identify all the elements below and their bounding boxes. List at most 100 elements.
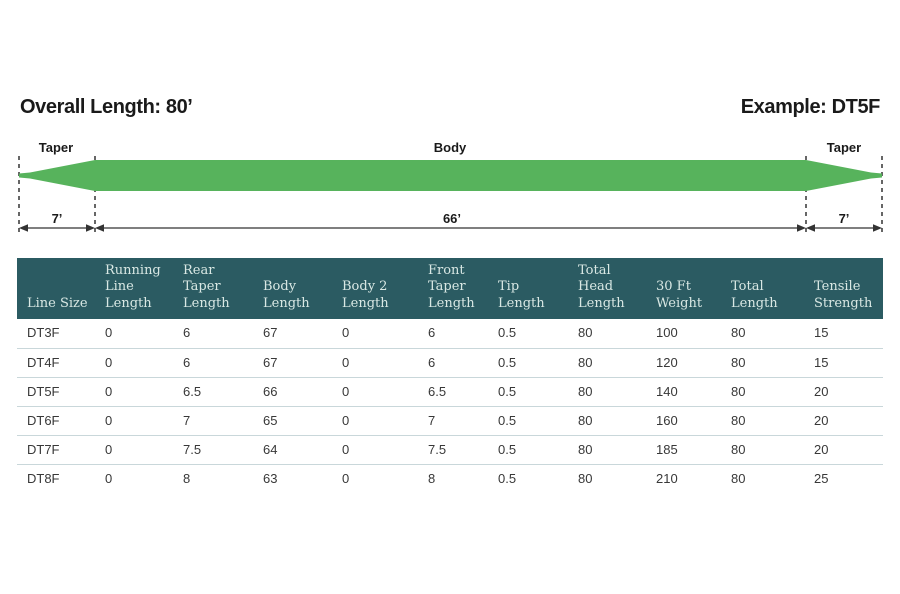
cell-total-length: 80 <box>721 464 804 494</box>
right-taper-dimension: 7’ <box>839 211 850 226</box>
table-row-dt3f: DT3F 0 6 67 0 6 0.5 80 100 80 15 <box>17 319 883 349</box>
cell-tensile-strength: 20 <box>804 406 883 436</box>
cell-rear-taper-length: 8 <box>173 464 253 494</box>
left-taper-dimension: 7’ <box>52 211 63 226</box>
taper-diagram-svg: Taper Body Taper 7’ 66’ 7’ <box>18 140 883 236</box>
cell-30ft-weight: 160 <box>646 406 721 436</box>
cell-tensile-strength: 20 <box>804 435 883 465</box>
col-header-rear-taper-length: Rear Taper Length <box>173 258 253 320</box>
cell-front-taper-length: 7.5 <box>418 435 488 465</box>
cell-total-head-length: 80 <box>568 319 646 349</box>
cell-body-2-length: 0 <box>332 319 418 349</box>
cell-running-line-length: 0 <box>95 319 173 349</box>
cell-30ft-weight: 120 <box>646 348 721 378</box>
cell-tip-length: 0.5 <box>488 377 568 407</box>
cell-front-taper-length: 8 <box>418 464 488 494</box>
cell-tip-length: 0.5 <box>488 464 568 494</box>
cell-line-size: DT8F <box>17 464 95 494</box>
cell-tensile-strength: 20 <box>804 377 883 407</box>
cell-body-length: 63 <box>253 464 332 494</box>
spec-table: Line Size Running Line Length Rear Taper… <box>17 258 883 494</box>
cell-rear-taper-length: 7.5 <box>173 435 253 465</box>
col-header-tip-length: Tip Length <box>488 258 568 320</box>
cell-line-size: DT5F <box>17 377 95 407</box>
cell-30ft-weight: 210 <box>646 464 721 494</box>
title-row: Overall Length: 80’ Example: DT5F <box>20 96 880 119</box>
cell-front-taper-length: 6 <box>418 319 488 349</box>
cell-rear-taper-length: 7 <box>173 406 253 436</box>
col-header-front-taper-length: Front Taper Length <box>418 258 488 320</box>
cell-30ft-weight: 185 <box>646 435 721 465</box>
cell-line-size: DT7F <box>17 435 95 465</box>
cell-total-head-length: 80 <box>568 406 646 436</box>
cell-total-head-length: 80 <box>568 377 646 407</box>
table-header: Line Size Running Line Length Rear Taper… <box>17 258 883 320</box>
table-row-dt6f: DT6F 0 7 65 0 7 0.5 80 160 80 20 <box>17 406 883 436</box>
col-header-body-2-length: Body 2 Length <box>332 258 418 320</box>
cell-body-length: 66 <box>253 377 332 407</box>
cell-body-2-length: 0 <box>332 348 418 378</box>
cell-body-2-length: 0 <box>332 464 418 494</box>
cell-30ft-weight: 140 <box>646 377 721 407</box>
cell-total-length: 80 <box>721 377 804 407</box>
taper-diagram: Taper Body Taper 7’ 66’ 7’ <box>0 135 900 245</box>
body-label: Body <box>434 140 467 155</box>
col-header-running-line-length: Running Line Length <box>95 258 173 320</box>
cell-total-length: 80 <box>721 348 804 378</box>
cell-tip-length: 0.5 <box>488 435 568 465</box>
cell-tensile-strength: 15 <box>804 319 883 349</box>
cell-tip-length: 0.5 <box>488 348 568 378</box>
cell-tip-length: 0.5 <box>488 406 568 436</box>
cell-tensile-strength: 15 <box>804 348 883 378</box>
col-header-total-head-length: Total Head Length <box>568 258 646 320</box>
cell-running-line-length: 0 <box>95 435 173 465</box>
cell-front-taper-length: 6.5 <box>418 377 488 407</box>
cell-tensile-strength: 25 <box>804 464 883 494</box>
cell-body-2-length: 0 <box>332 406 418 436</box>
col-header-30ft-weight: 30 Ft Weight <box>646 258 721 320</box>
overall-length-label: Overall Length: 80’ <box>20 96 193 118</box>
cell-line-size: DT6F <box>17 406 95 436</box>
cell-tip-length: 0.5 <box>488 319 568 349</box>
cell-rear-taper-length: 6 <box>173 319 253 349</box>
cell-total-head-length: 80 <box>568 435 646 465</box>
cell-total-length: 80 <box>721 435 804 465</box>
cell-running-line-length: 0 <box>95 377 173 407</box>
dimension-arrow <box>19 224 95 232</box>
cell-total-length: 80 <box>721 319 804 349</box>
col-header-line-size: Line Size <box>17 258 95 320</box>
fly-line-shape <box>19 160 882 191</box>
cell-body-2-length: 0 <box>332 435 418 465</box>
cell-line-size: DT4F <box>17 348 95 378</box>
table-row-dt5f: DT5F 0 6.5 66 0 6.5 0.5 80 140 80 20 <box>17 377 883 407</box>
example-label: Example: DT5F <box>740 96 881 118</box>
cell-total-head-length: 80 <box>568 464 646 494</box>
cell-total-head-length: 80 <box>568 348 646 378</box>
cell-30ft-weight: 100 <box>646 319 721 349</box>
cell-body-length: 67 <box>253 348 332 378</box>
cell-rear-taper-length: 6 <box>173 348 253 378</box>
dimension-arrow <box>806 224 882 232</box>
col-header-body-length: Body Length <box>253 258 332 320</box>
table-row-dt8f: DT8F 0 8 63 0 8 0.5 80 210 80 25 <box>17 464 883 494</box>
table-row-dt4f: DT4F 0 6 67 0 6 0.5 80 120 80 15 <box>17 348 883 378</box>
body-dimension: 66’ <box>443 211 461 226</box>
col-header-total-length: Total Length <box>721 258 804 320</box>
cell-running-line-length: 0 <box>95 464 173 494</box>
cell-body-length: 65 <box>253 406 332 436</box>
col-header-tensile-strength: Tensile Strength <box>804 258 883 320</box>
cell-body-2-length: 0 <box>332 377 418 407</box>
table-row-dt7f: DT7F 0 7.5 64 0 7.5 0.5 80 185 80 20 <box>17 435 883 465</box>
cell-front-taper-length: 7 <box>418 406 488 436</box>
dimension-arrow <box>95 224 806 232</box>
cell-running-line-length: 0 <box>95 406 173 436</box>
right-taper-label: Taper <box>827 140 861 155</box>
cell-total-length: 80 <box>721 406 804 436</box>
left-taper-label: Taper <box>39 140 73 155</box>
cell-front-taper-length: 6 <box>418 348 488 378</box>
cell-running-line-length: 0 <box>95 348 173 378</box>
cell-rear-taper-length: 6.5 <box>173 377 253 407</box>
cell-body-length: 64 <box>253 435 332 465</box>
cell-line-size: DT3F <box>17 319 95 349</box>
cell-body-length: 67 <box>253 319 332 349</box>
